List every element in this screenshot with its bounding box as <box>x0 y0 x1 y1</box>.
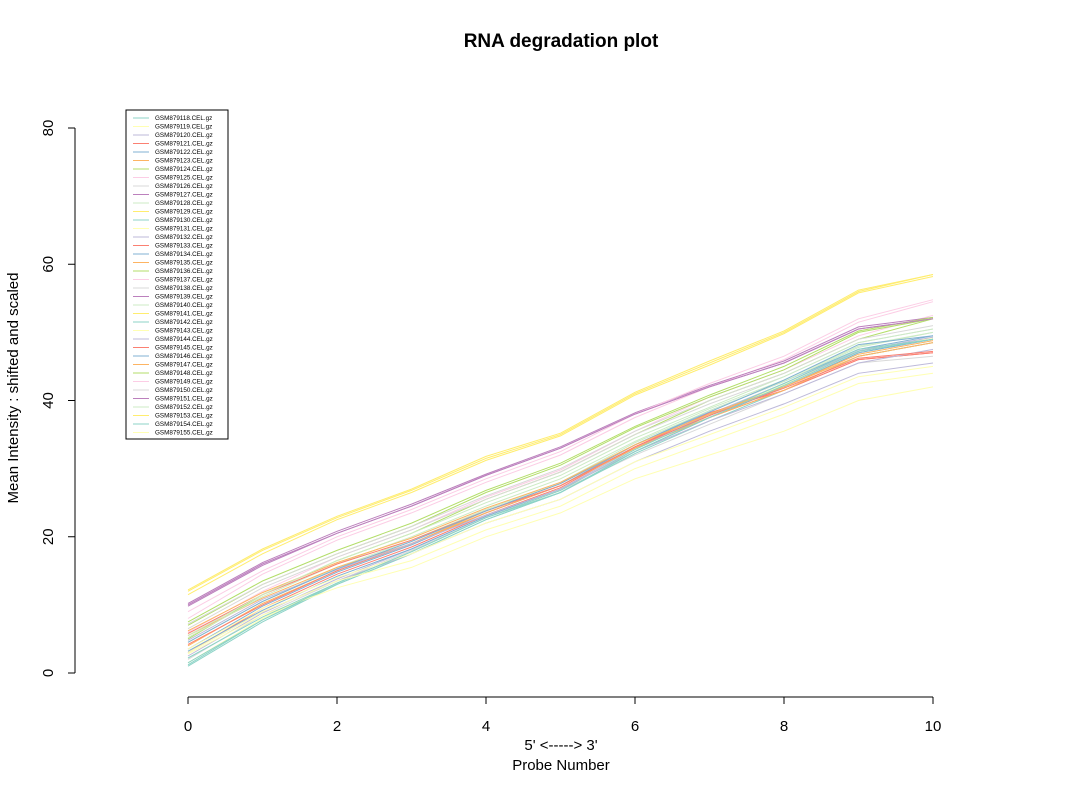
x-tick-label-4: 8 <box>780 718 788 735</box>
series-line-12 <box>187 342 934 666</box>
legend-label-28: GSM879146.CEL.gz <box>155 353 213 360</box>
x-axis-label-direction: 5' <-----> 3' <box>524 737 597 754</box>
legend-label-17: GSM879135.CEL.gz <box>155 260 213 267</box>
x-tick-label-5: 10 <box>925 718 942 735</box>
legend-label-14: GSM879132.CEL.gz <box>155 234 213 241</box>
legend-box <box>125 109 229 440</box>
series-line-1 <box>187 337 934 664</box>
legend-label-29: GSM879147.CEL.gz <box>155 362 213 369</box>
series-line-7 <box>187 314 934 633</box>
series-line-16 <box>187 338 934 652</box>
legend-label-10: GSM879128.CEL.gz <box>155 200 213 207</box>
series-line-19 <box>187 301 934 619</box>
y-axis-label: Mean Intensity : shifted and scaled <box>5 273 22 504</box>
series-line-33 <box>187 318 934 607</box>
chart-title: RNA degradation plot <box>464 31 659 52</box>
y-tick-label-0: 0 <box>40 669 57 677</box>
series-line-37 <box>187 372 934 654</box>
series-line-36 <box>187 338 934 664</box>
y-axis-ticks: 0 20 40 60 80 <box>40 120 75 677</box>
legend-label-4: GSM879122.CEL.gz <box>155 149 213 156</box>
series-line-27 <box>187 350 934 634</box>
series-line-14 <box>187 362 934 654</box>
legend-label-15: GSM879133.CEL.gz <box>155 243 213 250</box>
legend-label-11: GSM879129.CEL.gz <box>155 209 213 216</box>
legend-label-23: GSM879141.CEL.gz <box>155 311 213 318</box>
legend-label-16: GSM879134.CEL.gz <box>155 251 213 258</box>
legend-label-20: GSM879138.CEL.gz <box>155 285 213 292</box>
x-tick-label-1: 2 <box>333 718 341 735</box>
legend-label-22: GSM879140.CEL.gz <box>155 302 213 309</box>
legend-label-25: GSM879143.CEL.gz <box>155 328 213 335</box>
legend-label-5: GSM879123.CEL.gz <box>155 158 213 165</box>
series-line-25 <box>187 365 934 650</box>
x-tick-label-0: 0 <box>184 718 192 735</box>
y-tick-label-3: 60 <box>40 256 57 273</box>
series-line-28 <box>187 335 934 643</box>
x-tick-label-3: 6 <box>631 718 639 735</box>
series-line-8 <box>187 355 934 660</box>
legend-label-9: GSM879127.CEL.gz <box>155 192 213 199</box>
series-line-35 <box>187 274 934 591</box>
legend-label-26: GSM879144.CEL.gz <box>155 336 213 343</box>
legend: GSM879118.CEL.gzGSM879119.CEL.gzGSM87912… <box>125 109 229 440</box>
legend-label-18: GSM879136.CEL.gz <box>155 268 213 275</box>
legend-label-8: GSM879126.CEL.gz <box>155 183 213 190</box>
legend-label-3: GSM879121.CEL.gz <box>155 141 213 148</box>
legend-label-33: GSM879151.CEL.gz <box>155 396 213 403</box>
legend-label-31: GSM879149.CEL.gz <box>155 379 213 386</box>
x-axis-label: Probe Number <box>512 757 610 774</box>
legend-label-6: GSM879124.CEL.gz <box>155 166 213 173</box>
series-line-11 <box>187 274 934 592</box>
series-line-3 <box>187 352 934 654</box>
legend-label-24: GSM879142.CEL.gz <box>155 319 213 326</box>
series-line-30 <box>187 316 934 623</box>
legend-label-32: GSM879150.CEL.gz <box>155 387 213 394</box>
x-tick-label-2: 4 <box>482 718 490 735</box>
series-line-29 <box>187 340 934 632</box>
legend-label-1: GSM879119.CEL.gz <box>155 124 212 131</box>
legend-label-36: GSM879154.CEL.gz <box>155 421 213 428</box>
legend-label-7: GSM879125.CEL.gz <box>155 175 213 182</box>
legend-label-12: GSM879130.CEL.gz <box>155 217 213 224</box>
series-line-23 <box>187 276 934 596</box>
legend-label-30: GSM879148.CEL.gz <box>155 370 213 377</box>
legend-label-21: GSM879139.CEL.gz <box>155 294 213 301</box>
legend-label-34: GSM879152.CEL.gz <box>155 404 213 411</box>
legend-label-27: GSM879145.CEL.gz <box>155 345 213 352</box>
y-tick-label-2: 40 <box>40 392 57 409</box>
series-line-2 <box>187 336 934 657</box>
series-line-9 <box>187 318 934 606</box>
legend-label-0: GSM879118.CEL.gz <box>155 115 212 122</box>
legend-label-19: GSM879137.CEL.gz <box>155 277 213 284</box>
x-axis-ticks: 0 2 4 6 8 10 <box>184 697 942 735</box>
series-lines <box>187 274 934 667</box>
series-line-24 <box>187 338 934 659</box>
series-line-34 <box>187 328 934 636</box>
y-tick-label-4: 80 <box>40 120 57 137</box>
y-tick-label-1: 20 <box>40 528 57 545</box>
legend-label-13: GSM879131.CEL.gz <box>155 226 213 233</box>
series-line-31 <box>187 299 934 613</box>
legend-label-35: GSM879153.CEL.gz <box>155 413 213 420</box>
series-line-21 <box>187 316 934 604</box>
series-line-13 <box>187 386 934 655</box>
legend-label-37: GSM879155.CEL.gz <box>155 430 213 437</box>
series-line-32 <box>187 325 934 625</box>
legend-label-2: GSM879120.CEL.gz <box>155 132 213 139</box>
